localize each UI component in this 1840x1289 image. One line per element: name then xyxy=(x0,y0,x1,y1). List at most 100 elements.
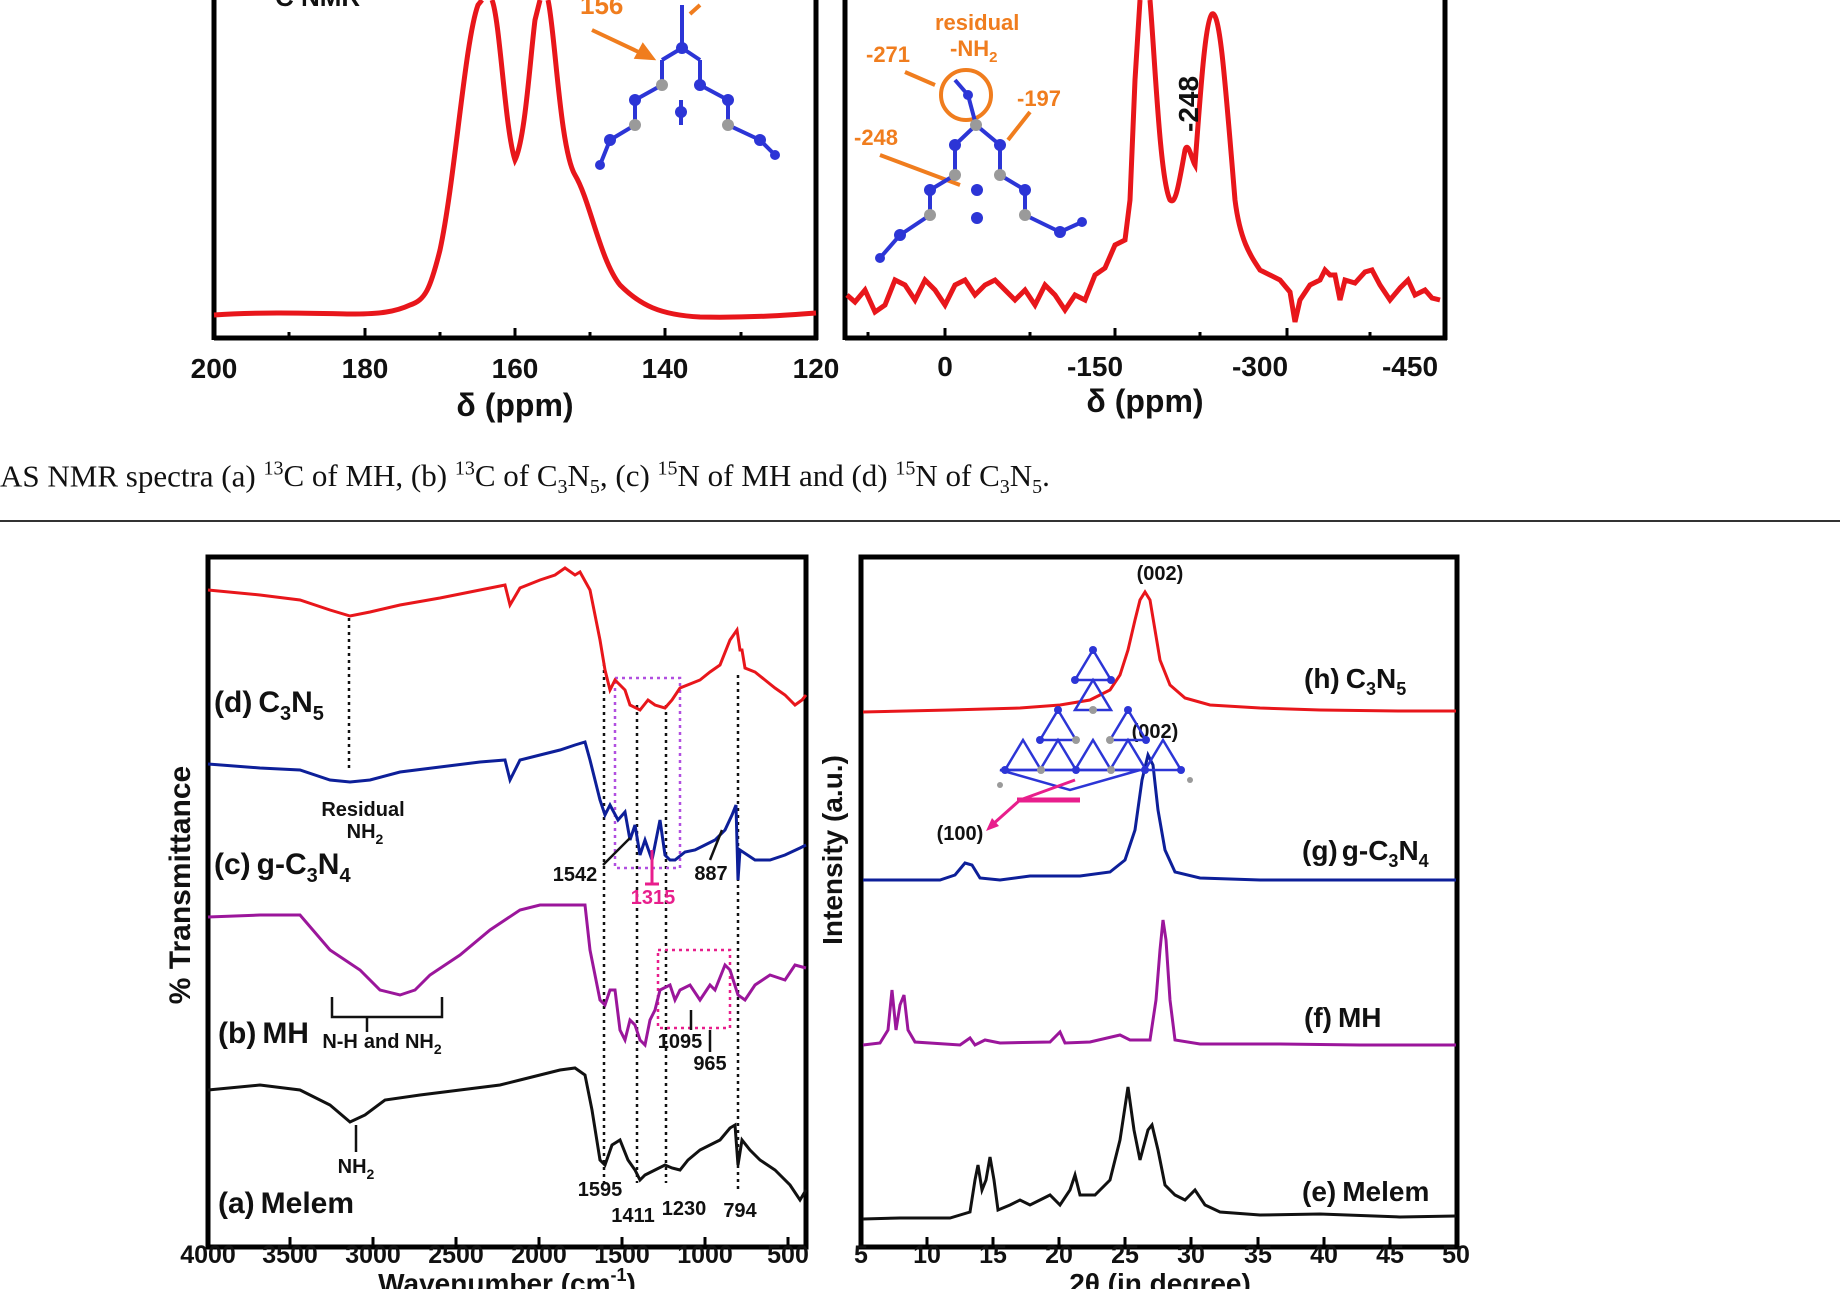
ftir-box-violet xyxy=(613,676,682,870)
xrd-tick-35: 35 xyxy=(1244,1241,1272,1269)
ftir-line-c-gc3n4 xyxy=(207,740,807,881)
ftir-peak-1230: 1230 xyxy=(662,1198,707,1220)
xrd-series-label-f: (f) MH xyxy=(1304,1002,1382,1033)
xrd-series-label-h: (h) C3N5 xyxy=(1304,663,1406,699)
caption-segment: C of C xyxy=(474,458,558,494)
caption-sub: 3 xyxy=(999,476,1010,499)
xrd-y-label: Intensity (a.u.) xyxy=(817,755,848,945)
caption-sup: 15 xyxy=(895,458,916,480)
ftir-tick-500: 500 xyxy=(767,1241,809,1269)
xrd-panel: 5 10 15 20 25 30 35 40 45 50 2θ (in degr… xyxy=(817,554,1470,1289)
ftir-tick-3000: 3000 xyxy=(345,1241,401,1269)
xrd-line-h-c3n5 xyxy=(862,589,1456,714)
ftir-y-label: % Transmittance xyxy=(164,766,197,1004)
c13-tick-200: 200 xyxy=(191,353,238,384)
n15-spectrum-line xyxy=(845,0,1441,323)
caption-segment: , (c) xyxy=(599,458,658,494)
xrd-line-e-melem xyxy=(862,1086,1457,1221)
caption-segment: N xyxy=(1009,458,1033,494)
xrd-series-label-e: (e) Melem xyxy=(1302,1176,1429,1207)
caption-sub: 5 xyxy=(1032,476,1043,499)
ftir-tick-1500: 1500 xyxy=(594,1241,650,1269)
caption-sup: 13 xyxy=(263,458,284,480)
ftir-panel: 4000 3500 3000 2500 2000 1500 1000 500 W… xyxy=(164,554,809,1289)
n15-molecule-atoms xyxy=(875,90,1087,263)
ftir-tick-3500: 3500 xyxy=(262,1241,318,1269)
ftir-tick-2500: 2500 xyxy=(428,1241,484,1269)
ftir-series-label-b: (b) MH xyxy=(218,1017,309,1050)
xrd-gc3n4-structure-icon xyxy=(986,646,1193,831)
caption-segment: C of MH, (b) xyxy=(283,458,455,494)
ftir-series-label-d: (d) C3N5 xyxy=(214,686,324,725)
c13-peak-label-156: 156 xyxy=(580,0,623,20)
ftir-tick-2000: 2000 xyxy=(511,1241,567,1269)
ftir-note-nh2: NH2 xyxy=(338,1156,375,1182)
xrd-tick-5: 5 xyxy=(854,1241,868,1269)
ftir-series-label-c: (c) g-C3N4 xyxy=(214,848,351,887)
n15-label-248-orange: -248 xyxy=(854,125,898,150)
n15-arrows xyxy=(879,68,1032,187)
ftir-x-label: Wavenumber (cm-1) xyxy=(378,1265,636,1289)
ftir-line-d-c3n5 xyxy=(207,566,808,712)
ftir-annotation-lines xyxy=(330,829,724,1152)
c13-x-ticks xyxy=(212,328,743,338)
ftir-peak-1095: 1095 xyxy=(658,1031,703,1053)
xrd-series-label-g: (g) g-C3N4 xyxy=(1302,835,1429,871)
ftir-note-residual: Residual xyxy=(321,799,404,821)
ftir-line-b-mh xyxy=(207,903,807,1049)
caption-sub: 3 xyxy=(557,476,568,499)
section-divider xyxy=(0,520,1840,522)
xrd-line-g-gc3n4 xyxy=(863,750,1456,882)
n15-residual-label: residual xyxy=(935,10,1019,35)
ftir-peak-1411: 1411 xyxy=(611,1205,654,1227)
ftir-peak-1595: 1595 xyxy=(578,1179,623,1201)
c13-spectrum-line xyxy=(213,0,817,320)
figure-caption: AS NMR spectra (a) 13C of MH, (b) 13C of… xyxy=(0,458,1050,500)
xrd-peak-100-g: (100) xyxy=(937,823,984,845)
ftir-tick-4000: 4000 xyxy=(180,1241,236,1269)
caption-sup: 13 xyxy=(454,458,475,480)
ftir-peak-1315: 1315 xyxy=(631,887,676,909)
ftir-peak-794: 794 xyxy=(723,1200,757,1222)
ftir-box-magenta xyxy=(656,948,732,1030)
caption-sup: 15 xyxy=(657,458,678,480)
c13-x-label: δ (ppm) xyxy=(456,387,573,423)
caption-segment: N of C xyxy=(915,458,1000,494)
n15-label-197: -197 xyxy=(1017,86,1061,111)
n15-panel: 0 -150 -300 -450 δ (ppm) -248 residual -… xyxy=(842,0,1448,419)
ftir-peak-887: 887 xyxy=(694,863,727,885)
caption-sub: 5 xyxy=(589,476,600,499)
c13-molecule-icon xyxy=(598,5,777,166)
ftir-guides xyxy=(347,618,740,1192)
xrd-tick-45: 45 xyxy=(1376,1241,1404,1269)
ftir-note-nh-and: N-H and NH2 xyxy=(322,1031,442,1057)
ftir-peak-1542: 1542 xyxy=(553,864,598,886)
c13-molecule-atoms xyxy=(595,42,780,170)
ftir-tick-1000: 1000 xyxy=(677,1241,733,1269)
c13-panel: C NMR 200 180 160 140 120 δ (ppm) 156 xyxy=(191,0,840,423)
xrd-tick-15: 15 xyxy=(979,1241,1007,1269)
caption-prefix: AS NMR spectra (a) xyxy=(0,458,264,494)
xrd-x-label: 2θ (in degree) xyxy=(1069,1268,1251,1289)
ftir-series-label-a: (a) Melem xyxy=(218,1187,354,1220)
n15-tick-minus450: -450 xyxy=(1382,351,1438,382)
c13-tick-120: 120 xyxy=(793,353,840,384)
xrd-tick-50: 50 xyxy=(1442,1241,1470,1269)
xrd-line-f-mh xyxy=(862,919,1456,1047)
n15-tick-minus300: -300 xyxy=(1232,351,1288,382)
xrd-tick-20: 20 xyxy=(1045,1241,1073,1269)
xrd-tick-25: 25 xyxy=(1111,1241,1139,1269)
caption-segment: N xyxy=(567,458,590,494)
xrd-peak-002-h: (002) xyxy=(1137,563,1184,585)
c13-title-fragment: C NMR xyxy=(275,0,360,12)
xrd-tick-40: 40 xyxy=(1310,1241,1338,1269)
c13-arrows xyxy=(591,3,702,61)
caption-rest: 13C of MH, (b) 13C of C3N5, (c) 15N of M… xyxy=(263,458,1050,499)
ftir-note-residual-nh2: NH2 xyxy=(347,821,384,847)
n15-x-label: δ (ppm) xyxy=(1086,383,1203,419)
caption-segment: . xyxy=(1042,458,1050,494)
n15-nh2-label: -NH2 xyxy=(950,36,997,66)
n15-peak-label-248: -248 xyxy=(1173,76,1204,132)
ftir-peak-965: 965 xyxy=(693,1053,726,1075)
